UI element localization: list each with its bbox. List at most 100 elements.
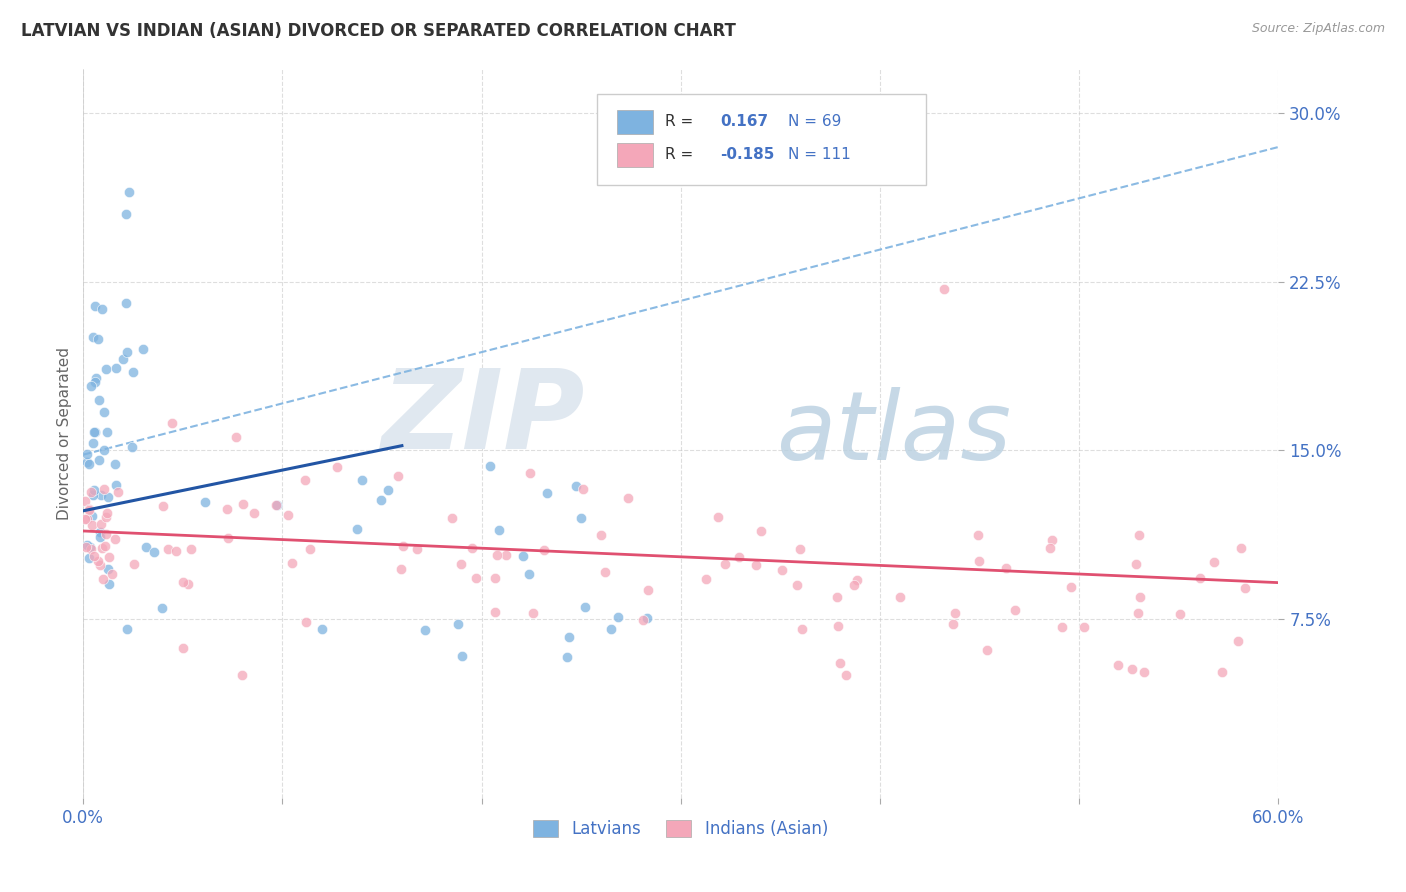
Point: [942, 617, 965, 632]
Point: [79, 540, 101, 554]
Point: [122, 557, 145, 571]
Point: [1039, 541, 1062, 555]
Point: [1204, 555, 1226, 569]
Point: [266, 499, 288, 513]
Point: [446, 616, 468, 631]
Point: [77, 457, 100, 471]
Point: [617, 491, 640, 505]
Point: [264, 498, 287, 512]
Point: [706, 510, 728, 524]
Point: [714, 557, 737, 571]
Point: [1060, 580, 1083, 594]
Point: [82, 436, 104, 450]
Point: [89, 453, 111, 467]
Text: LATVIAN VS INDIAN (ASIAN) DIVORCED OR SEPARATED CORRELATION CHART: LATVIAN VS INDIAN (ASIAN) DIVORCED OR SE…: [21, 22, 735, 40]
Point: [97, 577, 120, 591]
Text: R =: R =: [665, 114, 693, 129]
Point: [557, 649, 579, 664]
Text: atlas: atlas: [776, 387, 1011, 480]
Point: [1133, 665, 1156, 679]
Point: [294, 473, 316, 487]
Point: [1234, 582, 1257, 596]
FancyBboxPatch shape: [617, 110, 654, 134]
Point: [143, 545, 166, 559]
FancyBboxPatch shape: [598, 94, 925, 186]
Point: [440, 511, 463, 525]
Point: [299, 541, 322, 556]
Point: [488, 523, 510, 537]
Point: [792, 623, 814, 637]
Point: [76, 512, 98, 526]
Point: [967, 553, 990, 567]
Point: [177, 576, 200, 591]
Point: [834, 667, 856, 681]
Point: [744, 558, 766, 573]
Point: [533, 542, 555, 557]
Point: [97, 562, 120, 576]
Point: [90, 488, 112, 502]
Point: [450, 558, 472, 572]
Point: [101, 567, 124, 582]
Point: [1126, 606, 1149, 620]
Point: [232, 497, 254, 511]
Point: [461, 541, 484, 556]
Point: [845, 573, 868, 587]
Point: [89, 558, 111, 573]
Point: [391, 539, 413, 553]
Point: [485, 548, 508, 562]
Point: [967, 527, 990, 541]
Point: [943, 606, 966, 620]
Point: [1050, 620, 1073, 634]
Point: [77, 550, 100, 565]
Point: [479, 459, 502, 474]
Point: [122, 365, 145, 379]
Text: -0.185: -0.185: [720, 147, 775, 162]
Y-axis label: Divorced or Separated: Divorced or Separated: [58, 347, 72, 520]
Point: [1125, 557, 1147, 571]
Point: [77, 502, 100, 516]
Point: [172, 640, 194, 655]
Point: [172, 574, 194, 589]
Point: [558, 630, 581, 644]
Point: [1168, 607, 1191, 622]
Point: [387, 469, 409, 483]
Point: [89, 392, 111, 407]
Point: [86, 554, 108, 568]
Point: [82, 330, 104, 344]
FancyBboxPatch shape: [617, 143, 654, 167]
Point: [94, 539, 117, 553]
Point: [97, 549, 120, 564]
Point: [565, 479, 588, 493]
Point: [80, 485, 103, 500]
Point: [86, 371, 108, 385]
Point: [166, 544, 188, 558]
Point: [295, 615, 318, 629]
Point: [104, 361, 127, 376]
Point: [495, 548, 517, 562]
Point: [1004, 603, 1026, 617]
Point: [132, 342, 155, 356]
Point: [114, 296, 136, 310]
Point: [828, 657, 851, 671]
Point: [225, 430, 247, 444]
Point: [79, 378, 101, 392]
Point: [84, 299, 107, 313]
Text: N = 69: N = 69: [789, 114, 842, 129]
Point: [75, 494, 97, 508]
Point: [217, 531, 239, 545]
Point: [96, 506, 118, 520]
Point: [118, 185, 141, 199]
Point: [83, 425, 105, 440]
Point: [572, 483, 595, 497]
Point: [180, 541, 202, 556]
Text: 0.167: 0.167: [720, 114, 768, 129]
Point: [464, 571, 486, 585]
Point: [111, 351, 134, 366]
Point: [1073, 620, 1095, 634]
Point: [389, 562, 412, 576]
Point: [76, 447, 98, 461]
Point: [84, 425, 107, 440]
Point: [995, 561, 1018, 575]
Point: [96, 425, 118, 439]
Point: [519, 466, 541, 480]
